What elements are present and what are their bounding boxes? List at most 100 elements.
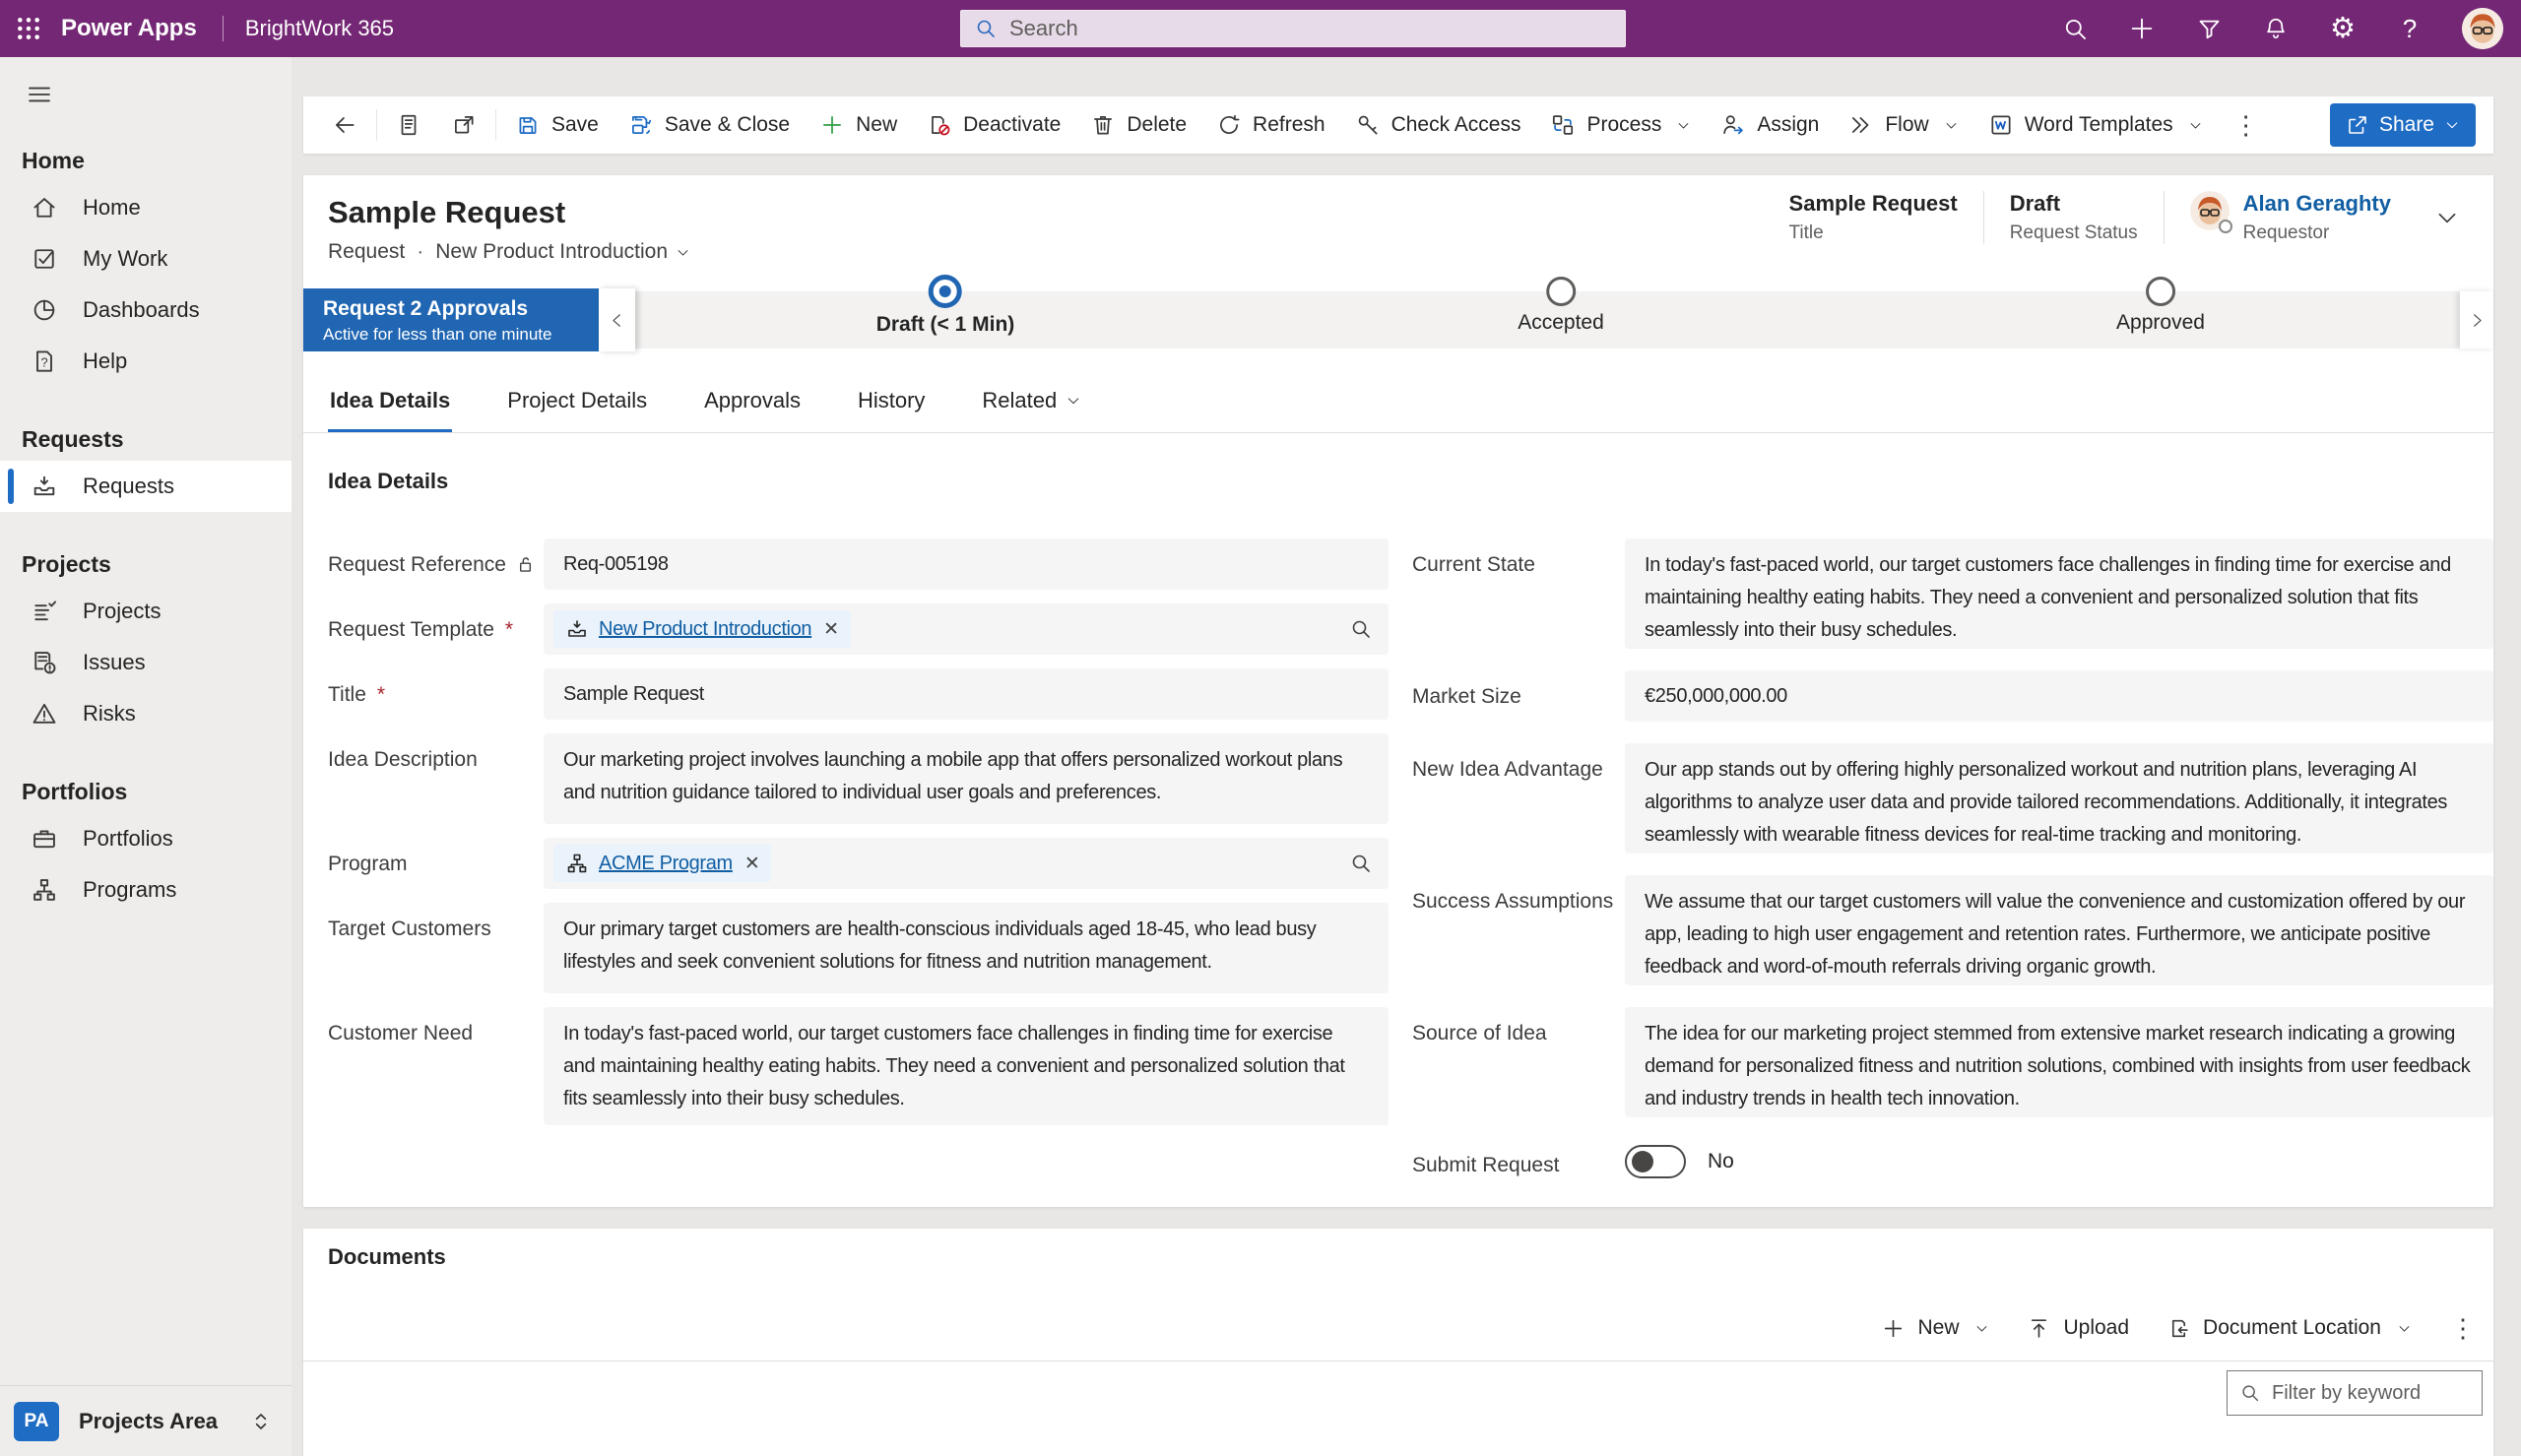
field-request-template: Request Template * New Product Introduct… (328, 603, 1389, 655)
idea-description-textarea[interactable]: Our marketing project involves launching… (544, 733, 1389, 824)
sidebar-item-programs[interactable]: Programs (0, 864, 291, 916)
stage-label: Accepted (1518, 311, 1604, 334)
sidebar-item-issues[interactable]: Issues (0, 637, 291, 688)
show-chart-pane-button[interactable] (381, 103, 436, 147)
new-button[interactable]: New (805, 103, 912, 147)
stage-label: Draft (< 1 Min) (875, 313, 1015, 336)
process-button[interactable]: Process (1535, 103, 1706, 147)
request-reference-input[interactable]: Req-005198 (544, 538, 1389, 590)
sidebar-item-dashboards[interactable]: Dashboards (0, 285, 291, 336)
collapse-header-chevron-icon[interactable] (2434, 205, 2460, 230)
program-link[interactable]: ACME Program (599, 852, 733, 874)
stage-radio[interactable] (1546, 277, 1576, 306)
sidebar-item-projects[interactable]: Projects (0, 586, 291, 637)
tab-approvals[interactable]: Approvals (702, 374, 803, 433)
hamburger-icon[interactable] (26, 81, 55, 108)
stage-label: Approved (2116, 311, 2205, 334)
lookup-search-icon[interactable] (1349, 617, 1373, 641)
sidebar-item-help[interactable]: ? Help (0, 336, 291, 387)
source-of-idea-textarea[interactable]: The idea for our marketing project stemm… (1625, 1007, 2493, 1117)
market-size-input[interactable]: €250,000,000.00 (1625, 670, 2493, 722)
requestor-link[interactable]: Alan Geraghty (2242, 191, 2391, 216)
new-idea-advantage-textarea[interactable]: Our app stands out by offering highly pe… (1625, 743, 2493, 854)
assign-button[interactable]: Assign (1706, 103, 1834, 147)
filter-by-keyword-box[interactable] (2227, 1370, 2483, 1416)
save-button[interactable]: Save (500, 103, 614, 147)
tab-history[interactable]: History (856, 374, 927, 433)
help-icon[interactable]: ? (2402, 14, 2418, 43)
customer-need-textarea[interactable]: In today's fast-paced world, our target … (544, 1007, 1389, 1125)
documents-more-button[interactable]: ⋮ (2450, 1312, 2476, 1343)
sidebar-item-portfolios[interactable]: Portfolios (0, 813, 291, 864)
flow-button[interactable]: Flow (1834, 103, 1972, 147)
request-template-link[interactable]: New Product Introduction (599, 617, 812, 640)
stage-radio[interactable] (2146, 277, 2175, 306)
search-icon[interactable] (2060, 14, 2090, 43)
filter-by-keyword-input[interactable] (2272, 1381, 2470, 1405)
sidebar-item-requests[interactable]: Requests (0, 461, 291, 512)
current-state-textarea[interactable]: In today's fast-paced world, our target … (1625, 538, 2493, 649)
field-current-state: Current State In today's fast-paced worl… (1412, 538, 2493, 649)
bpf-stage-approved[interactable]: Approved (2116, 277, 2205, 335)
lookup-search-icon[interactable] (1349, 852, 1373, 875)
waffle-icon[interactable] (0, 0, 57, 57)
app-name[interactable]: Power Apps (61, 15, 197, 41)
summary-label: Request Status (2009, 222, 2138, 243)
submit-request-toggle[interactable] (1625, 1145, 1686, 1178)
gear-icon[interactable]: ⚙ (2330, 12, 2356, 44)
dismiss-icon[interactable]: ✕ (743, 853, 760, 874)
dismiss-icon[interactable]: ✕ (823, 618, 839, 640)
filter-icon[interactable] (2194, 14, 2224, 43)
title-input[interactable]: Sample Request (544, 668, 1389, 720)
chevron-down-icon (2446, 122, 2458, 129)
sidebar-item-risks[interactable]: Risks (0, 688, 291, 739)
help-doc-icon: ? (36, 350, 52, 372)
refresh-button[interactable]: Refresh (1201, 103, 1340, 147)
user-avatar[interactable] (2462, 8, 2503, 49)
assign-label: Assign (1757, 113, 1820, 136)
delete-button[interactable]: Delete (1075, 103, 1201, 147)
more-commands-button[interactable]: ⋮ (2232, 109, 2259, 140)
documents-upload-button[interactable]: Upload (2012, 1307, 2144, 1349)
bpf-stage-draft[interactable]: Draft (< 1 Min) (875, 275, 1015, 337)
request-template-lookup[interactable]: New Product Introduction ✕ (544, 603, 1389, 655)
program-lookup[interactable]: ACME Program ✕ (544, 838, 1389, 889)
tab-project-details[interactable]: Project Details (505, 374, 649, 433)
popout-button[interactable] (436, 103, 491, 147)
summary-value: Sample Request (1788, 191, 1958, 216)
stage-radio-selected[interactable] (929, 275, 962, 308)
requestor-avatar (2189, 191, 2232, 233)
global-search-input[interactable] (1009, 16, 1612, 41)
tab-label: Approvals (704, 388, 801, 412)
deactivate-button[interactable]: Deactivate (912, 103, 1075, 147)
sidebar-item-my-work[interactable]: My Work (0, 233, 291, 285)
field-label: Current State (1412, 553, 1535, 576)
chevron-down-icon (1946, 122, 1957, 128)
top-bar: Power Apps BrightWork 365 ⚙ ? (0, 0, 2521, 57)
success-assumptions-textarea[interactable]: We assume that our target customers will… (1625, 875, 2493, 985)
plus-icon[interactable] (2127, 14, 2157, 43)
save-and-close-button[interactable]: Save & Close (614, 103, 805, 147)
check-access-label: Check Access (1390, 113, 1521, 136)
global-search-box[interactable] (960, 10, 1626, 47)
back-button[interactable] (317, 103, 372, 147)
document-location-button[interactable]: Document Location (2152, 1307, 2426, 1349)
bell-icon[interactable] (2261, 14, 2291, 43)
bpf-stage-accepted[interactable]: Accepted (1518, 277, 1604, 335)
entity-name: Request (328, 240, 406, 263)
area-switcher[interactable]: PA Projects Area (0, 1385, 291, 1456)
environment-name[interactable]: BrightWork 365 (244, 16, 395, 40)
share-button[interactable]: Share (2329, 103, 2476, 147)
tab-idea-details[interactable]: Idea Details (328, 374, 453, 433)
target-customers-textarea[interactable]: Our primary target customers are health-… (544, 903, 1389, 993)
check-access-button[interactable]: Check Access (1340, 103, 1536, 147)
form-selector[interactable]: New Product Introduction (435, 240, 690, 264)
sidebar-item-home[interactable]: Home (0, 182, 291, 233)
bpf-collapse-button[interactable] (599, 288, 635, 351)
tab-related[interactable]: Related (980, 374, 1083, 433)
word-templates-button[interactable]: Word Templates (1973, 103, 2218, 147)
bpf-active-stage-flyout[interactable]: Request 2 Approvals Active for less than… (303, 288, 599, 351)
documents-new-button[interactable]: New (1866, 1307, 2004, 1349)
bpf-next-button[interactable] (2460, 291, 2493, 348)
field-label: Source of Idea (1412, 1022, 1547, 1045)
